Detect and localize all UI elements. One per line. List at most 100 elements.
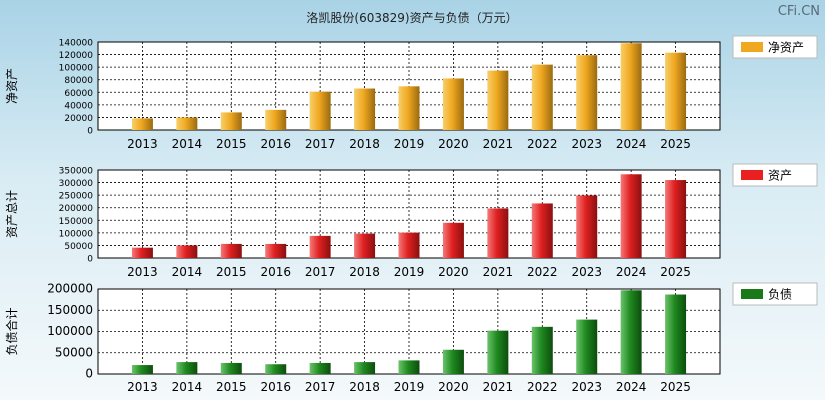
x-tick-label: 2014 [172, 380, 203, 394]
legend-label: 负债 [768, 288, 792, 302]
x-tick-label: 2022 [527, 265, 558, 279]
bar-liabilities-2016 [265, 364, 287, 374]
legend-label: 净资产 [768, 41, 804, 55]
x-tick-label: 2013 [127, 265, 158, 279]
x-tick-label: 2019 [394, 137, 425, 151]
x-tick-label: 2023 [571, 380, 602, 394]
x-tick-label: 2025 [660, 265, 691, 279]
y-tick-label: 200000 [59, 204, 94, 214]
bar-net_assets-2016 [265, 109, 287, 130]
bar-liabilities-2017 [309, 362, 331, 374]
y-tick-label: 140000 [59, 39, 94, 49]
legend-box [732, 163, 818, 187]
legend-swatch [741, 42, 763, 52]
bar-assets-2023 [576, 195, 598, 258]
y-tick-label: 80000 [64, 76, 93, 86]
bar-assets-2021 [487, 208, 509, 258]
x-tick-label: 2025 [660, 137, 691, 151]
panel-assets: 0 50000 100000 150000 200000 250000 300000 3500… [5, 163, 818, 279]
y-axis-label: 资产总计 [5, 190, 19, 238]
y-tick-label: 120000 [59, 51, 94, 61]
x-tick-label: 2017 [305, 137, 336, 151]
y-axis-label: 净资产 [5, 68, 19, 104]
bar-assets-2022 [531, 203, 553, 258]
x-tick-label: 2016 [260, 137, 291, 151]
bar-net_assets-2023 [576, 55, 598, 131]
legend-liabilities: 负债 [732, 282, 818, 306]
bar-liabilities-2018 [354, 362, 376, 374]
bar-net_assets-2019 [398, 86, 420, 130]
x-tick-label: 2019 [394, 380, 425, 394]
x-tick-label: 2020 [438, 137, 469, 151]
bar-net_assets-2021 [487, 70, 509, 130]
bar-liabilities-2020 [442, 349, 464, 374]
x-tick-label: 2014 [172, 137, 203, 151]
bar-assets-2024 [620, 174, 642, 258]
plot-area [97, 288, 721, 375]
x-tick-label: 2023 [571, 137, 602, 151]
x-tick-label: 2021 [483, 137, 514, 151]
y-tick-label: 50000 [55, 345, 93, 359]
legend-net_assets: 净资产 [732, 35, 818, 59]
bar-net_assets-2014 [176, 117, 198, 130]
y-tick-label: 250000 [59, 192, 94, 202]
bar-assets-2025 [665, 180, 687, 258]
y-tick-label: 150000 [47, 303, 93, 317]
bar-liabilities-2023 [576, 319, 598, 374]
x-tick-label: 2013 [127, 137, 158, 151]
y-tick-label: 0 [87, 255, 93, 265]
bar-liabilities-2014 [176, 362, 198, 374]
bar-assets-2016 [265, 243, 287, 258]
x-tick-label: 2024 [616, 265, 647, 279]
bar-liabilities-2022 [531, 326, 553, 374]
y-tick-label: 100000 [47, 324, 93, 338]
y-tick-label: 20000 [64, 114, 93, 124]
x-tick-label: 2017 [305, 265, 336, 279]
bar-assets-2015 [220, 243, 242, 258]
legend-label: 资产 [768, 169, 792, 183]
x-tick-label: 2021 [483, 265, 514, 279]
bar-net_assets-2022 [531, 64, 553, 130]
y-tick-label: 40000 [64, 101, 93, 111]
y-axis-label: 负债合计 [4, 307, 19, 355]
bar-assets-2019 [398, 232, 420, 258]
x-tick-label: 2017 [305, 380, 336, 394]
bar-net_assets-2025 [665, 52, 687, 130]
x-tick-label: 2013 [127, 380, 158, 394]
x-tick-label: 2015 [216, 137, 247, 151]
legend-swatch [741, 170, 763, 180]
y-tick-label: 100000 [59, 64, 94, 74]
x-tick-label: 2020 [438, 265, 469, 279]
y-tick-label: 350000 [59, 167, 94, 177]
bar-liabilities-2013 [131, 365, 153, 374]
bar-liabilities-2019 [398, 360, 420, 374]
bar-liabilities-2015 [220, 362, 242, 374]
x-tick-label: 2021 [483, 380, 514, 394]
bar-assets-2018 [354, 233, 376, 258]
bar-liabilities-2021 [487, 330, 509, 374]
bar-assets-2014 [176, 245, 198, 258]
bar-net_assets-2015 [220, 112, 242, 130]
x-tick-label: 2020 [438, 380, 469, 394]
bar-assets-2017 [309, 235, 331, 258]
x-tick-label: 2022 [527, 137, 558, 151]
panel-net_assets: 0 20000 40000 60000 80000 100000 120000 140000 2… [5, 35, 818, 151]
x-tick-label: 2018 [349, 380, 380, 394]
x-tick-label: 2016 [260, 265, 291, 279]
y-tick-label: 0 [87, 127, 93, 137]
legend-assets: 资产 [732, 163, 818, 187]
chart-title: 洛凯股份(603829)资产与负债（万元） [306, 10, 517, 25]
y-tick-label: 100000 [59, 229, 94, 239]
panel-liabilities: 0 50000 100000 150000 200000 2013 2014 2015 2016… [4, 282, 818, 394]
x-tick-label: 2024 [616, 137, 647, 151]
bar-assets-2020 [442, 222, 464, 258]
y-tick-label: 200000 [47, 282, 93, 296]
bar-liabilities-2025 [665, 294, 687, 374]
x-tick-label: 2014 [172, 265, 203, 279]
x-tick-label: 2015 [216, 380, 247, 394]
bar-assets-2013 [131, 247, 153, 258]
y-tick-label: 50000 [64, 242, 93, 252]
x-tick-label: 2022 [527, 380, 558, 394]
bar-liabilities-2024 [620, 290, 642, 374]
